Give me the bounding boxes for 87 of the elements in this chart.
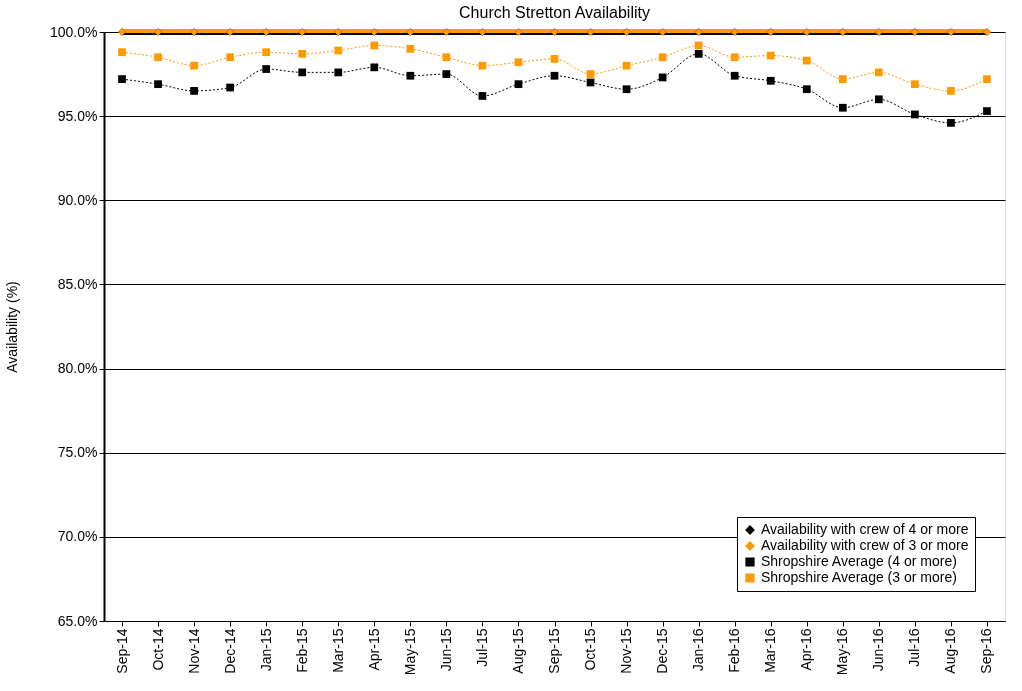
point [226, 53, 235, 62]
x-tick-label: Sep-15 [546, 628, 562, 674]
point [622, 61, 631, 70]
x-tick-label: Jul-16 [906, 628, 923, 667]
point [514, 58, 523, 67]
point [370, 63, 379, 72]
x-tick-label: May-16 [834, 628, 851, 676]
point [874, 95, 883, 104]
x-tick-label: Jan-15 [257, 628, 274, 672]
y-tick-label: 85.0% [57, 275, 98, 292]
point [550, 71, 559, 80]
point [154, 80, 162, 89]
point [838, 103, 847, 112]
point [118, 48, 126, 57]
point [802, 56, 811, 65]
point [298, 68, 307, 77]
y-tick-label: 80.0% [57, 360, 98, 377]
x-tick-label: Dec-14 [221, 628, 238, 674]
legend-label: Availability with crew of 3 or more [761, 537, 969, 553]
point [911, 80, 919, 89]
point [442, 70, 451, 78]
y-tick-label: 100.0% [50, 23, 98, 40]
point [730, 71, 739, 80]
x-tick-label: May-15 [401, 628, 418, 676]
point [694, 41, 703, 50]
x-tick-label: Mar-15 [329, 628, 346, 673]
point [370, 41, 379, 50]
x-tick-label: Oct-15 [582, 628, 599, 671]
point [586, 70, 595, 78]
legend-label: Shropshire Average (3 or more) [761, 569, 957, 585]
y-tick-label: 75.0% [57, 444, 98, 461]
point [442, 53, 451, 62]
y-tick-label: 90.0% [57, 191, 98, 208]
x-tick-label: Feb-16 [726, 628, 743, 673]
x-tick-label: Aug-16 [942, 628, 959, 674]
x-tick-label: Oct-14 [149, 628, 166, 671]
y-tick-label: 65.0% [57, 612, 98, 629]
y-tick-label: 95.0% [57, 107, 98, 124]
point [298, 50, 307, 58]
x-tick-label: Feb-15 [293, 628, 310, 673]
point [766, 76, 775, 85]
x-tick-label: Aug-15 [509, 628, 526, 674]
point [694, 50, 703, 58]
point [766, 51, 775, 60]
x-tick-label: Apr-15 [365, 628, 382, 671]
x-tick-label: Dec-15 [654, 628, 671, 674]
x-tick-label: Apr-16 [798, 628, 815, 671]
point [983, 75, 991, 83]
point [550, 55, 559, 63]
point [226, 83, 235, 92]
x-tick-label: Nov-15 [618, 628, 635, 674]
point [947, 119, 955, 127]
y-axis-title: Availability (%) [4, 281, 21, 373]
point [514, 80, 523, 89]
point [874, 68, 883, 77]
point [334, 68, 343, 77]
chart-title: Church Stretton Availability [459, 4, 650, 21]
point [118, 75, 126, 83]
x-tick-label: Jun-16 [870, 628, 887, 672]
x-tick-label: Jul-15 [473, 628, 490, 667]
point [730, 53, 739, 62]
point [802, 85, 811, 94]
point [406, 44, 415, 53]
point [262, 65, 271, 73]
point [983, 107, 991, 115]
point [406, 71, 415, 80]
point [190, 61, 198, 70]
legend-label: Availability with crew of 4 or more [761, 521, 969, 537]
x-tick-label: Mar-16 [762, 628, 779, 673]
point [478, 61, 487, 70]
x-tick-label: Nov-14 [185, 628, 202, 674]
point [154, 53, 162, 62]
point [911, 110, 919, 119]
x-tick-label: Sep-14 [113, 628, 130, 674]
point [190, 87, 198, 95]
point [334, 46, 343, 55]
legend-label: Shropshire Average (4 or more) [761, 553, 957, 569]
point [262, 48, 271, 57]
point [838, 75, 847, 83]
point [947, 87, 955, 95]
y-tick-label: 70.0% [57, 528, 98, 545]
point [622, 85, 631, 94]
x-tick-label: Sep-16 [978, 628, 995, 674]
point [658, 53, 667, 62]
x-tick-label: Jan-16 [690, 628, 707, 672]
point [478, 92, 487, 100]
x-tick-label: Jun-15 [437, 628, 454, 672]
